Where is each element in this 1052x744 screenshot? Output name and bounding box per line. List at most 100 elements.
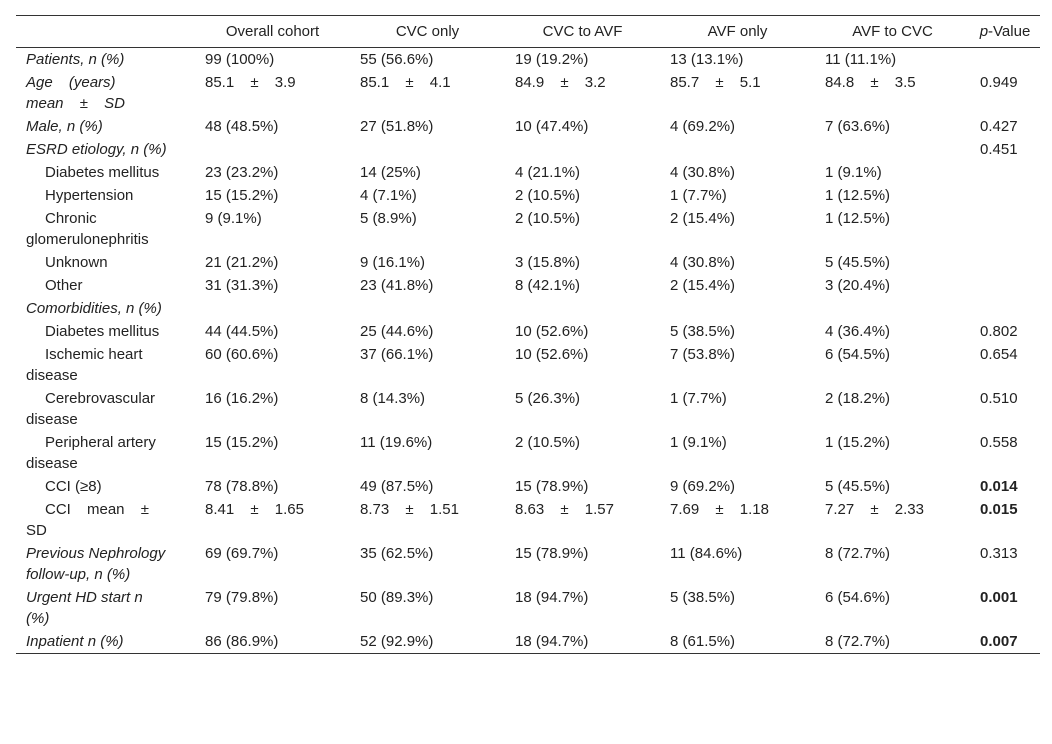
row-label: Peripheral artery disease xyxy=(26,434,156,472)
cell-value: 14 (25%) xyxy=(360,164,421,181)
cell-value: 13 (13.1%) xyxy=(670,51,744,68)
p-value: 0.451 xyxy=(980,141,1018,158)
table-row: Diabetes mellitus 44 (44.5%) 25 (44.6%) 10 … xyxy=(16,320,1040,343)
empty-cell xyxy=(195,138,350,161)
cell-value: 37 (66.1%) xyxy=(360,346,434,363)
cell-value: 85.1 ± 4.1 xyxy=(360,74,451,91)
table-row: Urgent HD start n (%) 79 (79.8%) 50 (89.3%… xyxy=(16,586,1040,630)
cell-value: 1 (7.7%) xyxy=(670,390,727,407)
cell-value: 1 (12.5%) xyxy=(825,187,891,204)
cell-value: 16 (16.2%) xyxy=(205,390,279,407)
cell-value: 35 (62.5%) xyxy=(360,545,434,562)
cell-value: 7.27 ± 2.33 xyxy=(825,501,924,518)
cell-value: 6 (54.5%) xyxy=(825,346,891,363)
p-value: 0.007 xyxy=(980,633,1018,650)
data-table: Overall cohort CVC only CVC to AVF AVF only… xyxy=(16,15,1040,654)
p-value: 0.802 xyxy=(980,323,1018,340)
p-value: 0.654 xyxy=(980,346,1018,363)
table-row: Peripheral artery disease 15 (15.2%) 11 (1… xyxy=(16,431,1040,475)
row-label: Cerebrovascular disease xyxy=(26,390,156,428)
row-label: Diabetes mellitus xyxy=(45,323,160,340)
row-label: Male, n (%) xyxy=(26,118,103,135)
table-row: Previous Nephrology follow-up, n (%) 69 (… xyxy=(16,542,1040,586)
header-blank xyxy=(16,15,195,48)
cell-value: 15 (78.9%) xyxy=(515,478,589,495)
cell-value: 2 (10.5%) xyxy=(515,210,581,227)
cell-value: 69 (69.7%) xyxy=(205,545,279,562)
table-row: CCI (≥8) 78 (78.8%) 49 (87.5%) 15 (78.9%) 9 … xyxy=(16,475,1040,498)
cell-value: 15 (15.2%) xyxy=(205,187,279,204)
table-body: Patients, n (%) 99 (100%) 55 (56.6%) 19 (19… xyxy=(16,48,1040,654)
empty-cell xyxy=(350,297,505,320)
column-header: AVF only xyxy=(660,15,815,48)
row-label: Age (years) mean ± SD xyxy=(26,74,125,112)
cell-value: 55 (56.6%) xyxy=(360,51,434,68)
p-value: 0.015 xyxy=(980,501,1018,518)
cell-value: 10 (52.6%) xyxy=(515,323,589,340)
cell-value: 8.63 ± 1.57 xyxy=(515,501,614,518)
empty-cell xyxy=(970,274,1040,297)
cell-value: 7 (53.8%) xyxy=(670,346,736,363)
empty-cell xyxy=(970,297,1040,320)
cell-value: 5 (26.3%) xyxy=(515,390,581,407)
cell-value: 1 (12.5%) xyxy=(825,210,891,227)
cell-value: 8 (72.7%) xyxy=(825,633,891,650)
cell-value: 4 (30.8%) xyxy=(670,164,736,181)
cell-value: 25 (44.6%) xyxy=(360,323,434,340)
row-label: Ischemic heart disease xyxy=(26,346,143,384)
cell-value: 4 (69.2%) xyxy=(670,118,736,135)
cell-value: 84.8 ± 3.5 xyxy=(825,74,916,91)
cell-value: 85.1 ± 3.9 xyxy=(205,74,296,91)
cell-value: 2 (15.4%) xyxy=(670,210,736,227)
empty-cell xyxy=(660,297,815,320)
cell-value: 9 (9.1%) xyxy=(205,210,262,227)
table-row: Inpatient n (%) 86 (86.9%) 52 (92.9%) 18 (9… xyxy=(16,630,1040,654)
empty-cell xyxy=(195,297,350,320)
table-row: ESRD etiology, n (%) 0.451 xyxy=(16,138,1040,161)
cell-value: 4 (7.1%) xyxy=(360,187,417,204)
cell-value: 1 (9.1%) xyxy=(670,434,727,451)
cell-value: 84.9 ± 3.2 xyxy=(515,74,606,91)
table-row: Cerebrovascular disease 16 (16.2%) 8 (14.3… xyxy=(16,387,1040,431)
table-row: Comorbidities, n (%) xyxy=(16,297,1040,320)
cell-value: 11 (19.6%) xyxy=(360,434,433,451)
cell-value: 9 (16.1%) xyxy=(360,254,426,271)
column-header: CVC to AVF xyxy=(505,15,660,48)
cell-value: 5 (8.9%) xyxy=(360,210,417,227)
cell-value: 5 (38.5%) xyxy=(670,323,736,340)
cell-value: 10 (47.4%) xyxy=(515,118,589,135)
cell-value: 50 (89.3%) xyxy=(360,589,434,606)
table-row: Male, n (%) 48 (48.5%) 27 (51.8%) 10 (47.4%… xyxy=(16,115,1040,138)
cell-value: 7 (63.6%) xyxy=(825,118,891,135)
cell-value: 49 (87.5%) xyxy=(360,478,434,495)
empty-cell xyxy=(970,251,1040,274)
empty-cell xyxy=(350,138,505,161)
row-label: CCI mean ± SD xyxy=(26,501,149,539)
row-label: Hypertension xyxy=(45,187,134,204)
cell-value: 8 (14.3%) xyxy=(360,390,426,407)
p-value: 0.510 xyxy=(980,390,1018,407)
table-row: Age (years) mean ± SD 85.1 ± 3.9 85.1 ± 4.… xyxy=(16,71,1040,115)
cell-value: 8 (61.5%) xyxy=(670,633,736,650)
cell-value: 19 (19.2%) xyxy=(515,51,589,68)
empty-cell xyxy=(970,207,1040,251)
cell-value: 1 (15.2%) xyxy=(825,434,891,451)
row-label: Diabetes mellitus xyxy=(45,164,160,181)
cell-value: 8.41 ± 1.65 xyxy=(205,501,304,518)
cell-value: 23 (23.2%) xyxy=(205,164,279,181)
p-value: 0.949 xyxy=(980,74,1018,91)
cell-value: 8.73 ± 1.51 xyxy=(360,501,459,518)
cell-value: 23 (41.8%) xyxy=(360,277,434,294)
cell-value: 4 (30.8%) xyxy=(670,254,736,271)
cell-value: 48 (48.5%) xyxy=(205,118,279,135)
cell-value: 2 (10.5%) xyxy=(515,434,581,451)
table-row: Hypertension 15 (15.2%) 4 (7.1%) 2 (10.5%) 1… xyxy=(16,184,1040,207)
cell-value: 52 (92.9%) xyxy=(360,633,434,650)
cell-value: 1 (7.7%) xyxy=(670,187,727,204)
row-label: CCI (≥8) xyxy=(45,478,102,495)
empty-cell xyxy=(660,138,815,161)
cell-value: 11 (84.6%) xyxy=(670,545,743,562)
empty-cell xyxy=(815,138,970,161)
row-label: Chronic glomerulonephritis xyxy=(26,210,149,248)
cell-value: 27 (51.8%) xyxy=(360,118,434,135)
